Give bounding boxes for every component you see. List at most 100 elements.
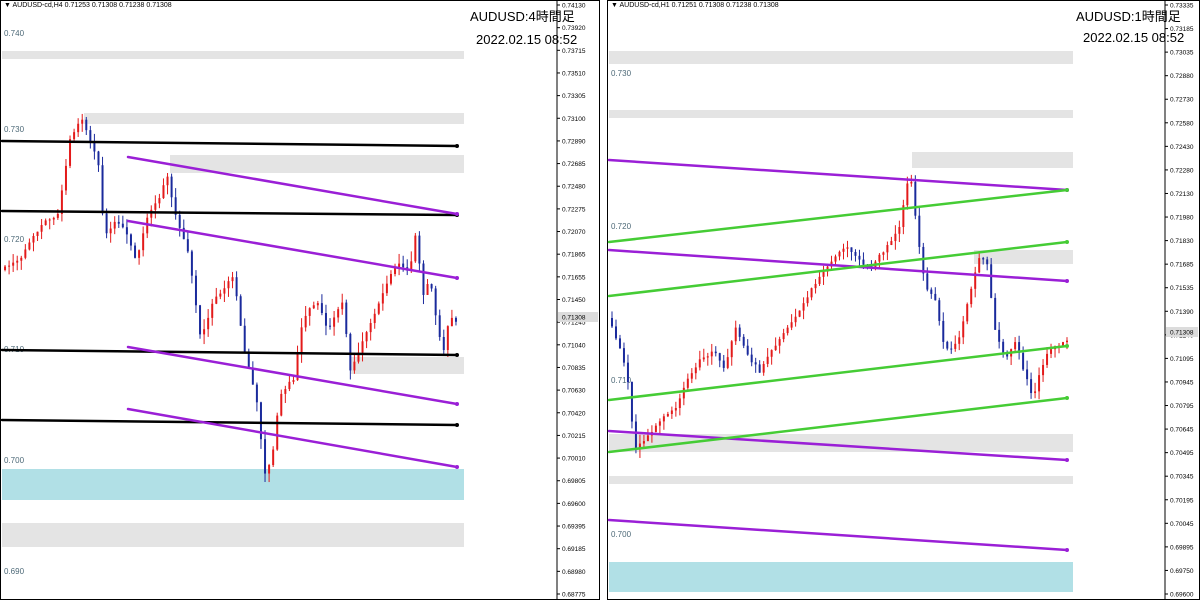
green-trendline-4[interactable] (607, 188, 1069, 244)
candle-up (958, 337, 961, 344)
candle-up (308, 308, 311, 316)
candle-down (247, 351, 250, 368)
candle-up (814, 283, 817, 289)
green-trendline-6[interactable] (607, 344, 1069, 402)
price-tick-label: 0.69395 (562, 524, 586, 531)
purple-trendline-4[interactable] (126, 155, 459, 216)
h4-symbol: AUDUSD-cd,H4 (12, 2, 63, 9)
candle-up (304, 315, 307, 328)
purple-trendline-end-1[interactable] (1065, 279, 1069, 283)
black-trendline-end-0[interactable] (455, 144, 459, 148)
candle-up (674, 408, 677, 411)
black-trendline-1[interactable] (0, 209, 459, 217)
candle-up (52, 217, 55, 220)
candle-up (385, 283, 388, 294)
candle-up (353, 361, 356, 371)
candle-down (714, 351, 717, 354)
level-label: 0.720 (4, 235, 25, 244)
price-tick-label: 0.71865 (562, 252, 586, 259)
candle-up (878, 254, 881, 262)
price-tick-label: 0.70010 (562, 456, 586, 463)
purple-trendline-end-3[interactable] (1065, 548, 1069, 552)
black-trendline-2[interactable] (0, 348, 459, 357)
candle-up (48, 219, 51, 221)
candle-down (239, 296, 242, 326)
candle-up (734, 327, 737, 342)
green-trendline-5[interactable] (607, 240, 1069, 298)
purple-trendline-end-7[interactable] (455, 465, 459, 469)
purple-trendline-6[interactable] (126, 345, 459, 406)
candle-down (454, 317, 457, 322)
candle-down (430, 284, 433, 289)
candle-down (320, 303, 323, 313)
h4-chart-svg[interactable]: 0.7400.7300.7200.7100.7000.6900.741300.7… (0, 0, 600, 600)
purple-trendline-5[interactable] (126, 219, 459, 280)
candle-up (223, 288, 226, 294)
candle-down (105, 213, 108, 234)
price-tick-label: 0.70645 (1170, 427, 1194, 434)
green-trendline-7[interactable] (607, 396, 1069, 454)
price-tick-label: 0.69185 (562, 546, 586, 553)
candle-down (738, 327, 741, 337)
candle-down (438, 315, 441, 337)
h1-chart-panel[interactable]: 0.730 0.720 0.710 0.700 0.73335 0.73185 0.7303… (607, 0, 1200, 600)
purple-trendline-1[interactable] (607, 248, 1069, 283)
candle-up (292, 380, 295, 382)
purple-trendline-end-6[interactable] (455, 402, 459, 406)
price-tick-label: 0.74130 (562, 3, 586, 10)
green-trendline-end-4[interactable] (1065, 188, 1069, 192)
black-trendline-end-3[interactable] (455, 423, 459, 427)
candle-up (1014, 342, 1017, 350)
price-tick-label: 0.72880 (1170, 73, 1194, 80)
candle-up (215, 296, 218, 304)
candle-down (101, 165, 104, 214)
h4-chart-panel[interactable]: 0.7400.7300.7200.7100.7000.6900.741300.7… (0, 0, 600, 600)
candle-up (882, 252, 885, 255)
purple-trendline-0[interactable] (607, 158, 1069, 192)
h1-timestamp: 2022.02.15 08:52 (1083, 30, 1185, 45)
candle-up (389, 274, 392, 284)
green-trendline-end-5[interactable] (1065, 240, 1069, 244)
candle-up (782, 333, 785, 340)
candle-down (134, 245, 137, 258)
green-trendline-end-7[interactable] (1065, 396, 1069, 400)
current-price-label: 0.71308 (562, 315, 586, 322)
purple-trendline-end-5[interactable] (455, 276, 459, 280)
green-trendline-end-6[interactable] (1065, 344, 1069, 348)
candle-up (902, 205, 905, 228)
candle-down (858, 255, 861, 260)
purple-trendline-end-4[interactable] (455, 212, 459, 216)
candle-down (994, 297, 997, 330)
candle-up (4, 266, 7, 270)
h1-dropdown-icon[interactable]: ▼ (611, 2, 618, 9)
resistance-zone-2 (170, 155, 464, 173)
candle-up (450, 317, 453, 327)
candle-up (44, 220, 47, 226)
candle-up (426, 284, 429, 295)
h4-dropdown-icon[interactable]: ▼ (4, 2, 11, 9)
purple-trendline-end-2[interactable] (1065, 458, 1069, 462)
purple-trendline-7[interactable] (126, 407, 459, 469)
candle-up (894, 233, 897, 242)
price-tick-label: 0.71095 (1170, 356, 1194, 363)
candle-up (842, 248, 845, 252)
candle-down (174, 197, 177, 215)
candle-up (369, 323, 372, 333)
candle-up (162, 185, 165, 199)
candle-down (918, 215, 921, 247)
black-trendline-0[interactable] (0, 139, 459, 148)
black-trendline-end-2[interactable] (455, 353, 459, 357)
candle-down (614, 326, 617, 339)
price-tick-label: 0.71535 (1170, 285, 1194, 292)
black-trendline-3[interactable] (0, 418, 459, 427)
candle-up (32, 235, 35, 243)
resistance-zone-3 (974, 250, 1073, 264)
candle-up (662, 416, 665, 422)
h1-chart-svg[interactable]: 0.730 0.720 0.710 0.700 0.73335 0.73185 0.7303… (607, 0, 1200, 600)
purple-trendline-2[interactable] (607, 429, 1069, 462)
candle-down (125, 227, 128, 235)
purple-trendline-3[interactable] (607, 518, 1069, 552)
h1-symbol: AUDUSD-cd,H1 (619, 2, 670, 9)
candle-up (786, 327, 789, 334)
candle-down (950, 348, 953, 350)
